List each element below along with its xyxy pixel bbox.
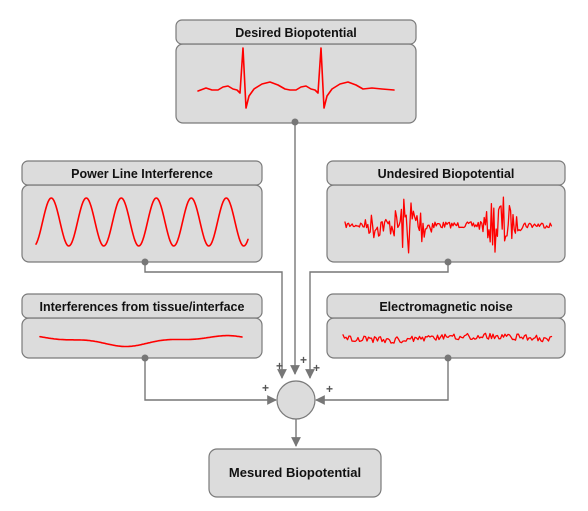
panel-title: Undesired Biopotential [378,167,515,181]
panel-title: Interferences from tissue/interface [40,300,245,314]
output-measured-biopotential: Mesured Biopotential [208,448,382,498]
plus-sign-right: + [326,382,333,396]
plus-sign-top: + [300,353,307,367]
wire-em [315,358,449,405]
panel-tissue-interference: Interferences from tissue/interface [21,293,263,362]
panel-electromagnetic-noise: Electromagnetic noise [326,293,566,362]
panel-undesired-biopotential: Undesired Biopotential [326,160,566,266]
panel-body [21,184,263,263]
wire-undesired [305,262,449,379]
panel-header [326,293,566,319]
panel-header [21,293,263,319]
panel-header [326,160,566,186]
panel-body [21,317,263,359]
panel-header [175,19,417,45]
output-title: Mesured Biopotential [229,465,361,480]
plus-sign-upper-left: + [276,359,283,373]
ecg-waveform [197,47,395,109]
panel-title: Electromagnetic noise [379,300,512,314]
plus-sign-left: + [262,381,269,395]
panel-power-line-interference: Power Line Interference [21,160,263,266]
connections [144,122,449,447]
panel-title: Power Line Interference [71,167,213,181]
panel-title: Desired Biopotential [235,26,357,40]
summing-junction: + + + + + [262,353,333,420]
sine-waveform [35,197,249,247]
wire-powerline [144,262,287,379]
output-box [208,448,382,498]
drift-waveform [39,334,243,348]
panel-desired-biopotential: Desired Biopotential [175,19,417,126]
summer-circle [276,380,316,420]
emg-waveform [344,196,553,254]
plus-sign-upper-right: + [313,361,320,375]
noise-waveform [342,332,553,344]
panel-header [21,160,263,186]
wire-tissue [144,358,277,405]
panel-body [175,43,417,124]
